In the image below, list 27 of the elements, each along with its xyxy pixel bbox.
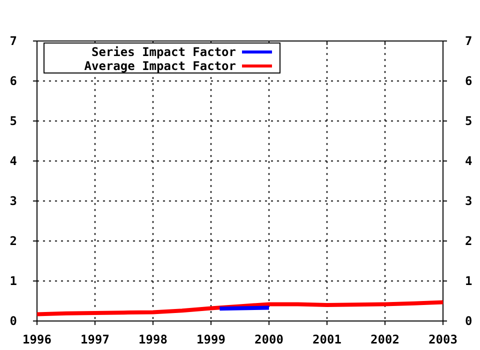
x-tick-label: 1996 [22,332,52,347]
y-tick-label: 0 [10,314,17,328]
x-tick-label: 2003 [428,332,458,347]
y2-tick-label: 5 [465,114,472,128]
y-tick-label: 5 [10,114,17,128]
x-tick-label: 1999 [196,332,226,347]
y2-tick-label: 6 [465,74,472,88]
legend-label: Average Impact Factor [84,59,236,73]
y2-tick-label: 2 [465,234,472,248]
y-tick-label: 4 [10,154,17,168]
y-tick-label: 1 [10,274,17,288]
y2-tick-label: 7 [465,34,472,48]
x-tick-label: 2002 [370,332,400,347]
y-tick-label: 7 [10,34,17,48]
y-tick-label: 3 [10,194,17,208]
x-tick-label: 2000 [254,332,284,347]
y2-tick-label: 3 [465,194,472,208]
y-tick-label: 2 [10,234,17,248]
x-tick-label: 1998 [138,332,168,347]
y2-tick-label: 4 [465,154,472,168]
y2-tick-label: 0 [465,314,472,328]
legend-label: Series Impact Factor [92,45,236,59]
x-tick-label: 2001 [312,332,342,347]
x-tick-label: 1997 [80,332,110,347]
y-tick-label: 6 [10,74,17,88]
line-series [35,300,445,316]
y2-tick-label: 1 [465,274,472,288]
